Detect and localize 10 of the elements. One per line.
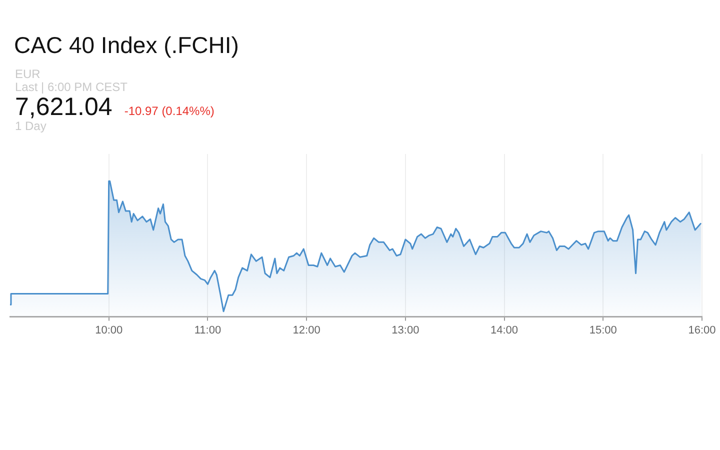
x-tick-label: 15:00 [589,324,617,336]
x-tick-label: 13:00 [392,324,420,336]
text: 7,621.04 [15,93,112,121]
x-tick-label: 12:00 [292,324,320,336]
chart-title: CAC 40 Index (.FCHI) [14,32,239,59]
x-tick-label: 16:00 [688,324,716,336]
text: -10.97 (0.14%%) [124,104,214,118]
x-tick-label: 10:00 [95,324,123,336]
x-tick-label: 11:00 [194,324,222,336]
x-tick-label: 14:00 [490,324,518,336]
